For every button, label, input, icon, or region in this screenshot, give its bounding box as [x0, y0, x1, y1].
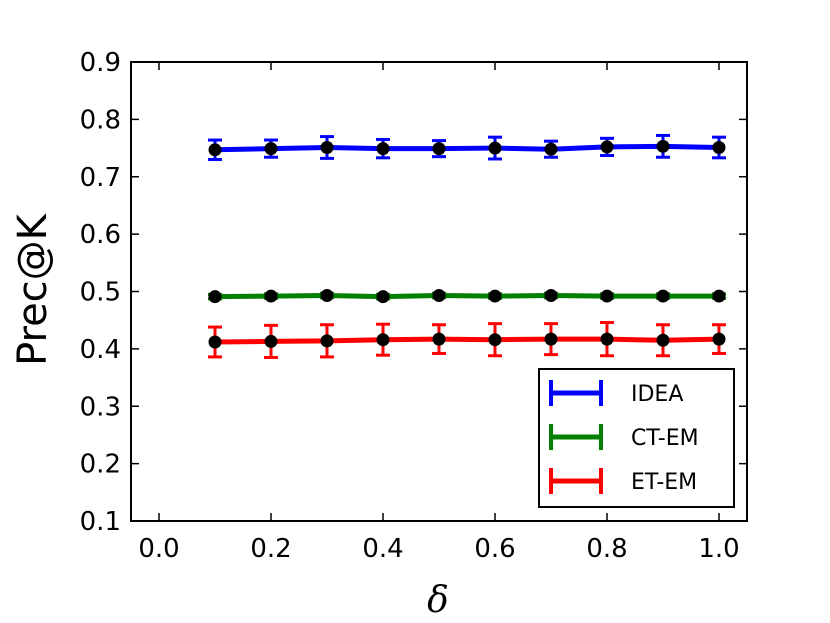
x-tick-label: 1.0: [698, 534, 739, 564]
x-axis: 0.0 0.2 0.4 0.6 0.8 1.0: [138, 62, 740, 564]
x-tick-label: 0.0: [138, 534, 179, 564]
data-point: [544, 289, 558, 303]
legend-entry-ct-em: CT-EM: [549, 424, 699, 451]
data-point: [656, 333, 670, 347]
series-idea: [208, 133, 726, 162]
series-et-em: [208, 320, 726, 359]
y-tick-label: 0.4: [80, 335, 121, 365]
y-tick-label: 0.9: [80, 48, 121, 78]
data-point: [600, 289, 614, 303]
y-tick-label: 0.7: [80, 163, 121, 193]
data-point: [264, 142, 278, 156]
data-point: [208, 290, 222, 304]
data-point: [320, 334, 334, 348]
y-axis: 0.1 0.2 0.3 0.4 0.5 0.6 0.7 0.8 0.9: [80, 48, 747, 537]
y-tick-label: 0.3: [80, 392, 121, 422]
x-tick-label: 0.2: [250, 534, 291, 564]
data-point: [544, 332, 558, 346]
data-point: [488, 333, 502, 347]
data-point: [432, 142, 446, 156]
series-line: [214, 143, 720, 153]
y-axis-title: Prec@K: [10, 212, 56, 366]
series-ct-em: [208, 289, 726, 304]
data-point: [712, 332, 726, 346]
data-point: [432, 289, 446, 303]
data-point: [656, 289, 670, 303]
data-point: [544, 142, 558, 156]
data-point: [488, 141, 502, 155]
y-tick-label: 0.2: [80, 450, 121, 480]
data-point: [488, 289, 502, 303]
data-point: [712, 289, 726, 303]
data-point: [208, 143, 222, 157]
y-tick-label: 0.5: [80, 278, 121, 308]
data-point: [712, 140, 726, 154]
x-tick-label: 0.4: [362, 534, 403, 564]
legend-label: CT-EM: [631, 426, 699, 451]
data-point: [264, 289, 278, 303]
y-tick-label: 0.1: [80, 507, 121, 537]
data-point: [208, 335, 222, 349]
legend-entry-et-em: ET-EM: [549, 468, 697, 495]
plot-area: [130, 61, 748, 522]
x-tick-label: 0.8: [586, 534, 627, 564]
x-axis-title: δ: [427, 580, 449, 621]
series-line: [214, 293, 719, 300]
y-tick-label: 0.8: [80, 105, 121, 135]
data-point: [264, 334, 278, 348]
data-point: [656, 139, 670, 153]
legend-label: IDEA: [631, 382, 683, 407]
data-point: [432, 332, 446, 346]
data-point: [320, 140, 334, 154]
legend: IDEA CT-EM ET-EM: [538, 368, 735, 508]
data-point: [600, 332, 614, 346]
x-tick-label: 0.6: [474, 534, 515, 564]
series-line: [214, 336, 720, 345]
data-point: [600, 140, 614, 154]
data-point: [320, 289, 334, 303]
y-tick-label: 0.6: [80, 220, 121, 250]
data-point: [376, 142, 390, 156]
legend-entry-idea: IDEA: [549, 380, 683, 407]
data-point: [376, 290, 390, 304]
data-point: [376, 333, 390, 347]
legend-label: ET-EM: [631, 470, 697, 495]
